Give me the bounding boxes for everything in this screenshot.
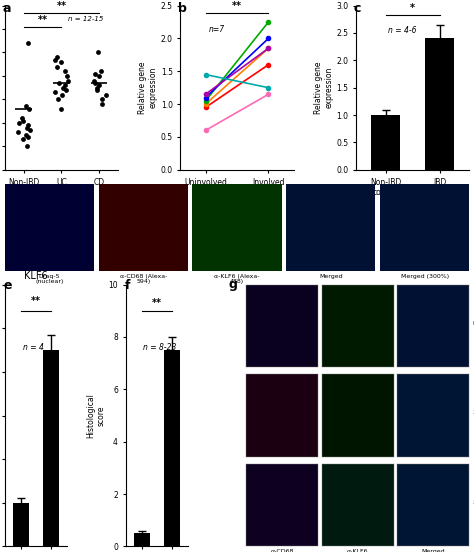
Point [98, 100, 105, 109]
Point [94, 48, 102, 57]
Point [24, 142, 31, 151]
X-axis label: Draq-5
(nuclear): Draq-5 (nuclear) [35, 274, 64, 284]
Y-axis label: Histological
score: Histological score [86, 393, 106, 438]
Point [93, 83, 101, 92]
Point [22, 102, 29, 111]
Point [91, 69, 99, 78]
Point [25, 132, 32, 141]
Point [52, 88, 59, 97]
Point [91, 78, 99, 87]
Text: **: ** [152, 298, 162, 308]
Point [15, 119, 22, 128]
Point [26, 125, 34, 134]
Bar [164, 350, 180, 546]
Text: e: e [3, 279, 12, 293]
Y-axis label: Relative gene
expression: Relative gene expression [314, 61, 333, 114]
Text: c: c [354, 2, 361, 15]
Text: **: ** [31, 296, 41, 306]
Bar [425, 39, 455, 170]
Point [63, 72, 71, 81]
Title: KLF6: KLF6 [24, 271, 48, 281]
Point [24, 121, 31, 130]
Point [22, 130, 30, 139]
Point [91, 76, 98, 85]
Point [99, 95, 106, 104]
Point [23, 123, 31, 132]
Point [55, 78, 63, 87]
Text: n = 4: n = 4 [23, 343, 44, 352]
X-axis label: α-KLF6
(Alexa-488): α-KLF6 (Alexa-488) [340, 549, 376, 552]
Point [51, 55, 59, 64]
Point [58, 91, 66, 99]
Point [26, 104, 33, 113]
Point [24, 39, 32, 47]
Text: n = 4-6: n = 4-6 [388, 26, 417, 35]
Text: **: ** [37, 15, 47, 25]
Bar [134, 533, 150, 546]
Text: f: f [124, 279, 130, 293]
X-axis label: Merged: Merged [421, 549, 445, 552]
Point [53, 53, 61, 62]
Point [61, 67, 69, 76]
Point [14, 128, 22, 137]
X-axis label: Merged: Merged [319, 274, 343, 279]
Text: a: a [2, 2, 11, 15]
Point [19, 116, 27, 125]
X-axis label: α-CD68 (Alexa-
594): α-CD68 (Alexa- 594) [119, 274, 167, 284]
Point [62, 86, 70, 94]
Text: **: ** [56, 1, 66, 11]
Point [64, 76, 72, 85]
Point [18, 114, 26, 123]
Point [54, 62, 61, 71]
Bar [43, 350, 59, 546]
Point [95, 72, 102, 81]
Bar [371, 115, 401, 170]
Y-axis label: Relative gene
expression: Relative gene expression [138, 61, 158, 114]
Text: n = 12-15: n = 12-15 [68, 15, 104, 22]
Point [57, 104, 64, 113]
X-axis label: α-CD68
(Alexa-594): α-CD68 (Alexa-594) [264, 549, 301, 552]
X-axis label: Merged (300%): Merged (300%) [401, 274, 449, 279]
Point [95, 81, 102, 90]
Text: g: g [228, 278, 237, 291]
Point [19, 135, 27, 144]
Text: **: ** [232, 1, 242, 11]
X-axis label: α-KLF6 (Alexa-
488): α-KLF6 (Alexa- 488) [214, 274, 260, 284]
Text: *: * [410, 3, 415, 13]
Point [59, 83, 67, 92]
Point [54, 95, 62, 104]
Point [98, 67, 105, 76]
Point [93, 86, 100, 94]
Text: n = 8-23: n = 8-23 [144, 343, 177, 352]
Point [61, 81, 69, 90]
Point [102, 91, 109, 99]
Text: b: b [178, 2, 187, 15]
Point [57, 57, 65, 66]
Text: n=7: n=7 [209, 25, 225, 34]
Bar [13, 503, 29, 546]
